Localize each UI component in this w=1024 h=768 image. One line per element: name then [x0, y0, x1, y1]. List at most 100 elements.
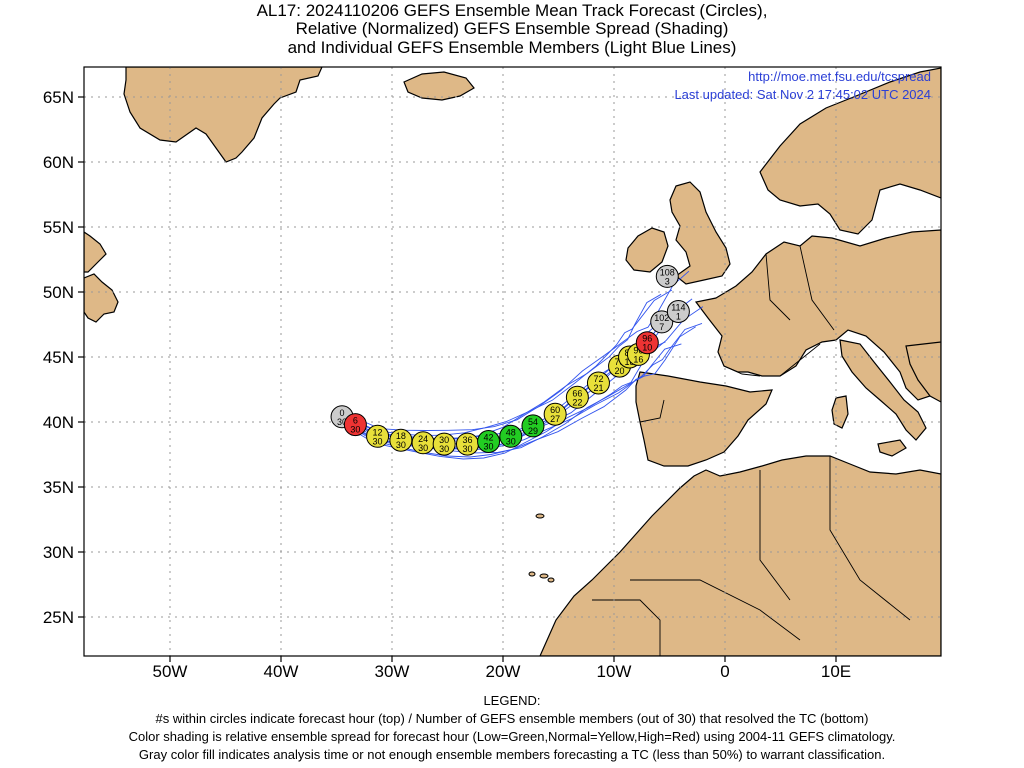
- member-count-label: 30: [396, 440, 406, 450]
- member-count-label: 20: [615, 366, 625, 376]
- legend-heading: LEGEND:: [483, 693, 541, 708]
- member-count-label: 30: [462, 444, 472, 454]
- border-line: [723, 365, 761, 377]
- plot-frame: [83, 66, 942, 657]
- border-line: [829, 456, 911, 621]
- track-circle: [650, 310, 674, 334]
- member-count-label: 16: [633, 354, 643, 364]
- newfoundland-island-land: [84, 273, 119, 323]
- forecast-hour-label: 42: [484, 433, 494, 443]
- forecast-hour-label: 0: [340, 408, 345, 418]
- lat-tick-label: 55N: [43, 218, 74, 237]
- border-line: [765, 253, 791, 321]
- legend-line-1: #s within circles indicate forecast hour…: [155, 711, 869, 726]
- lat-tick-label: 40N: [43, 413, 74, 432]
- forecast-hour-label: 90: [633, 345, 643, 355]
- member-count-label: 30: [337, 417, 347, 427]
- great-britain-land: [669, 181, 731, 285]
- lat-tick-label: 65N: [43, 88, 74, 107]
- forecast-hour-label: 12: [373, 427, 383, 437]
- lat-tick-label: 25N: [43, 608, 74, 627]
- north-africa-land: [539, 455, 941, 656]
- member-count-label: 21: [593, 383, 603, 393]
- forecast-hour-label: 108: [660, 267, 675, 277]
- member-count-label: 22: [572, 397, 582, 407]
- member-count-label: 30: [506, 436, 516, 446]
- italy-land: [839, 339, 927, 441]
- greenland-land: [123, 67, 323, 163]
- legend-line-3: Gray color fill indicates analysis time …: [138, 747, 886, 762]
- lon-tick-label: 10W: [597, 662, 632, 681]
- track-circle: [521, 414, 545, 438]
- member-count-label: 3: [665, 276, 670, 286]
- track-circle: [499, 424, 523, 448]
- border-line: [759, 470, 791, 601]
- forecast-hour-label: 66: [572, 388, 582, 398]
- track-circle: [635, 331, 659, 355]
- forecast-hour-label: 102: [654, 313, 669, 323]
- lon-tick-label: 40W: [264, 662, 299, 681]
- track-circle: [432, 432, 456, 456]
- forecast-hour-label: 36: [462, 435, 472, 445]
- madeira-land: [535, 513, 545, 519]
- border-line: [630, 579, 801, 641]
- canary-island-land: [547, 577, 555, 583]
- canary-island-land: [528, 571, 536, 577]
- track-circle: [666, 300, 690, 323]
- track-point: 630: [343, 413, 367, 437]
- border-line: [639, 399, 665, 423]
- border-line: [779, 343, 821, 377]
- forecast-hour-label: 54: [528, 417, 538, 427]
- title-line-1: AL17: 2024110206 GEFS Ensemble Mean Trac…: [256, 1, 768, 20]
- member-count-label: 30: [350, 425, 360, 435]
- track-circle: [586, 371, 610, 395]
- member-count-label: 18: [625, 357, 635, 367]
- forecast-hour-label: 6: [353, 416, 358, 426]
- forecast-hour-label: 30: [439, 435, 449, 445]
- lon-tick-label: 20W: [486, 662, 521, 681]
- lon-tick-label: 0: [720, 662, 729, 681]
- title-line-3: and Individual GEFS Ensemble Members (Li…: [287, 38, 737, 57]
- member-count-label: 30: [373, 436, 383, 446]
- lat-tick-label: 30N: [43, 543, 74, 562]
- lon-tick-label: 10E: [821, 662, 851, 681]
- forecast-hour-label: 60: [550, 405, 560, 415]
- border-line: [592, 599, 661, 656]
- lon-tick-label: 50W: [153, 662, 188, 681]
- legend-line-2: Color shading is relative ensemble sprea…: [128, 729, 896, 744]
- source-url: http://moe.met.fsu.edu/tcspread: [748, 69, 931, 84]
- lat-tick-label: 45N: [43, 348, 74, 367]
- track-circle: [543, 402, 567, 426]
- border-line: [799, 245, 835, 331]
- lat-tick-label: 50N: [43, 283, 74, 302]
- track-circle: [565, 385, 589, 409]
- track-circle: [343, 413, 367, 437]
- newfoundland-land: [84, 231, 107, 273]
- member-count-label: 29: [528, 426, 538, 436]
- canary-island-land: [539, 573, 549, 579]
- forecast-hour-label: 72: [593, 374, 603, 384]
- ireland-land: [625, 227, 669, 273]
- forecast-hour-label: 114: [671, 303, 685, 313]
- lat-tick-label: 35N: [43, 478, 74, 497]
- track-circle: [477, 430, 501, 453]
- member-count-label: 27: [550, 414, 560, 424]
- forecast-hour-label: 96: [642, 334, 652, 344]
- member-count-label: 30: [484, 442, 494, 452]
- title-line-2: Relative (Normalized) GEFS Ensemble Spre…: [295, 19, 729, 38]
- lon-tick-label: 30W: [375, 662, 410, 681]
- iceland-land: [403, 71, 475, 101]
